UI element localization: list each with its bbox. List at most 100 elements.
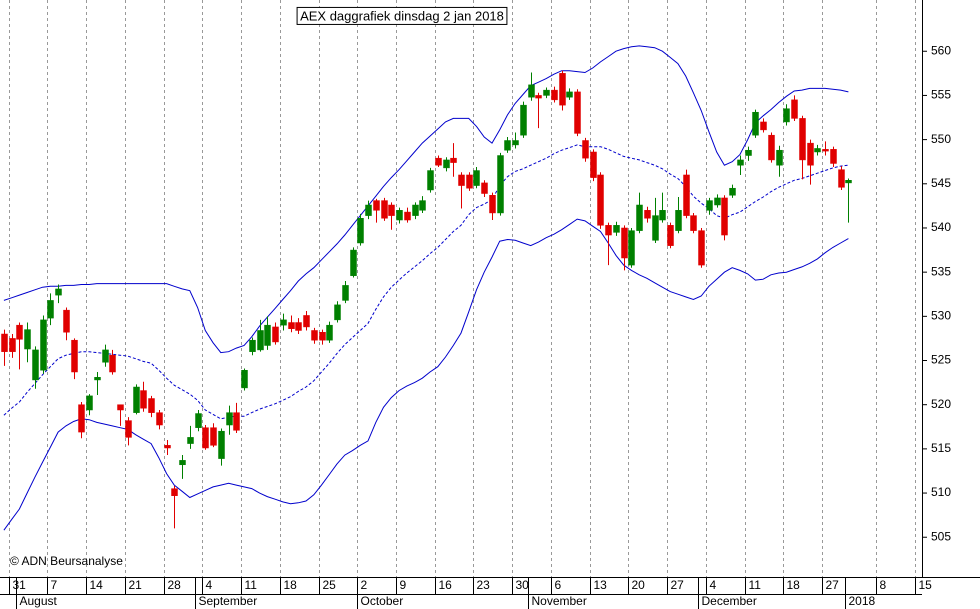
month-label: 2018 — [849, 594, 876, 608]
candle-body — [179, 460, 186, 466]
candle-body — [443, 159, 450, 169]
candle-body — [78, 404, 85, 433]
candle-body — [241, 369, 248, 389]
y-tick-label: 560 — [931, 43, 951, 57]
candle-body — [342, 285, 349, 301]
candle-body — [721, 197, 728, 236]
candle-body — [1, 333, 8, 352]
candle-body — [16, 324, 23, 340]
candle-body — [535, 95, 542, 99]
candle-body — [288, 322, 295, 329]
credit: © ADN Beursanalyse — [10, 554, 123, 568]
candle-body — [481, 182, 488, 194]
candle-body — [47, 300, 54, 319]
candle-body — [109, 354, 116, 373]
x-tick-label: 2 — [361, 578, 368, 592]
x-tick-label: 4 — [206, 578, 213, 592]
candle-body — [473, 170, 480, 186]
candle-body — [381, 200, 388, 219]
x-tick-label: 21 — [129, 578, 143, 592]
candle-body — [264, 324, 271, 346]
title-box — [296, 6, 508, 25]
candle-body — [210, 427, 217, 446]
y-tick-label: 555 — [931, 88, 951, 102]
candle-body — [94, 377, 101, 381]
x-tick-label: 7 — [51, 578, 58, 592]
x-tick-label: 13 — [594, 578, 608, 592]
x-tick-label: 6 — [555, 578, 562, 592]
y-tick-label: 530 — [931, 309, 951, 323]
y-tick-label: 545 — [931, 176, 951, 190]
candle-body — [133, 386, 140, 413]
candles-layer — [1, 70, 852, 529]
candle-body — [690, 215, 697, 231]
candle-body — [125, 420, 132, 438]
candle-body — [388, 204, 395, 216]
candle-body — [489, 195, 496, 214]
candle-body — [799, 118, 806, 161]
candle-body — [404, 211, 411, 221]
candle-body — [698, 230, 705, 266]
x-tick-label: 28 — [168, 578, 182, 592]
x-tick-label: 8 — [880, 578, 887, 592]
candle-body — [102, 349, 109, 363]
candle-body — [566, 91, 573, 98]
candle-body — [675, 210, 682, 231]
y-tick-label: 510 — [931, 485, 951, 499]
candle-body — [621, 227, 628, 259]
candle-body — [605, 225, 612, 236]
candle-body — [187, 437, 194, 444]
candle-body — [551, 89, 558, 101]
candle-body — [24, 329, 31, 350]
candle-body — [838, 169, 845, 188]
candle-body — [218, 430, 225, 459]
y-tick-label: 525 — [931, 353, 951, 367]
candle-body — [233, 412, 240, 431]
candle-body — [760, 121, 767, 131]
x-tick-label: 23 — [477, 578, 491, 592]
candle-body — [559, 73, 566, 106]
candle-body — [396, 210, 403, 221]
candle-body — [86, 395, 93, 411]
candle-body — [574, 91, 581, 134]
candle-body — [412, 204, 419, 216]
candle-body — [55, 288, 62, 296]
candle-body — [357, 218, 364, 244]
y-tick-label: 535 — [931, 264, 951, 278]
candle-body — [427, 170, 434, 191]
candle-body — [729, 187, 736, 196]
candle-body — [140, 390, 147, 409]
y-tick-label: 540 — [931, 220, 951, 234]
candle-body — [659, 210, 666, 221]
candle-body — [830, 149, 837, 164]
candle-body — [814, 148, 821, 153]
candle-body — [667, 225, 674, 246]
candle-body — [706, 200, 713, 211]
candle-body — [776, 149, 783, 166]
candle-body — [164, 445, 171, 449]
y-tick-label: 515 — [931, 441, 951, 455]
x-tick-label: 27 — [671, 578, 685, 592]
x-tick-label: 18 — [787, 578, 801, 592]
candle-body — [737, 159, 744, 166]
candle-body — [226, 412, 233, 426]
candle-body — [752, 111, 759, 136]
y-tick-label: 520 — [931, 397, 951, 411]
candle-body — [520, 104, 527, 136]
candle-body — [652, 215, 659, 241]
candle-body — [249, 339, 256, 352]
band-lower — [3, 218, 849, 531]
candle-body — [419, 200, 426, 211]
candle-body — [71, 339, 78, 373]
candle-body — [63, 309, 70, 333]
x-tick-label: 11 — [245, 578, 258, 592]
candle-body — [40, 319, 47, 371]
candle-body — [768, 134, 775, 161]
candle-body — [373, 200, 380, 211]
x-tick-label: 18 — [284, 578, 298, 592]
candle-body — [791, 99, 798, 119]
candle-body — [311, 330, 318, 341]
